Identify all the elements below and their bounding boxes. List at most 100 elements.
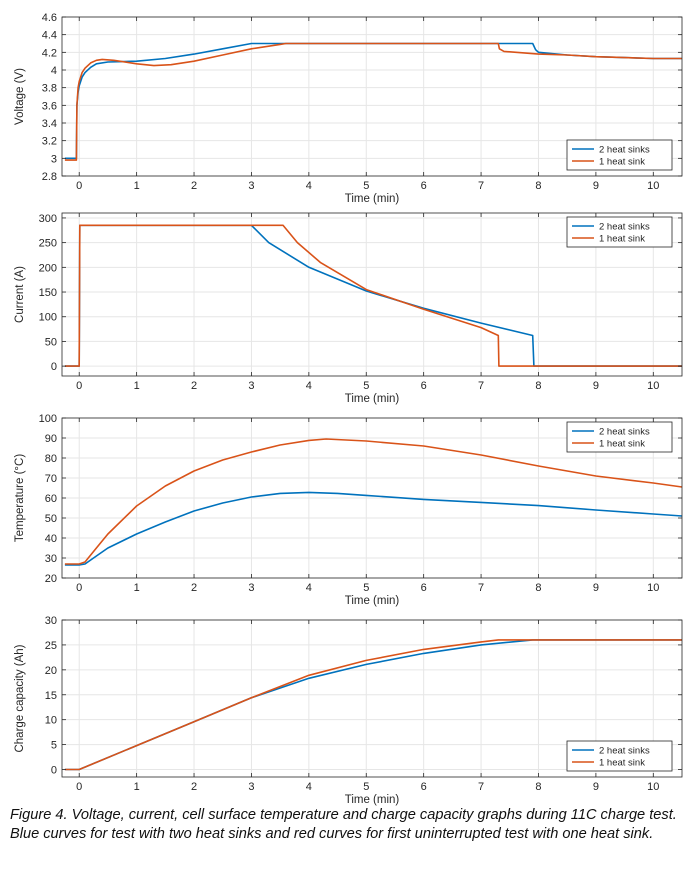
x-axis-label: Time (min)	[345, 393, 400, 405]
x-tick-label: 2	[191, 781, 197, 793]
y-tick-label: 30	[45, 615, 57, 627]
axes-box	[61, 16, 683, 177]
x-tick-label: 7	[478, 380, 484, 392]
legend-box	[566, 216, 673, 248]
x-tick-label: 9	[593, 781, 599, 793]
x-tick-label: 3	[248, 781, 254, 793]
y-tick-label: 0	[51, 765, 57, 777]
x-tick-label: 2	[191, 380, 197, 392]
y-tick-label: 4.6	[42, 12, 57, 24]
x-tick-label: 0	[76, 781, 82, 793]
x-tick-label: 3	[248, 380, 254, 392]
x-tick-label: 10	[647, 582, 659, 594]
x-tick-label: 9	[593, 380, 599, 392]
y-tick-label: 70	[45, 473, 57, 485]
x-tick-label: 2	[191, 180, 197, 192]
y-axis-label: Charge capacity (Ah)	[14, 644, 26, 752]
axes-box	[61, 212, 683, 377]
x-tick-label: 5	[363, 380, 369, 392]
y-tick-label: 90	[45, 433, 57, 445]
series-line-2	[64, 224, 682, 367]
x-tick-label: 7	[478, 582, 484, 594]
x-tick-label: 1	[134, 781, 140, 793]
x-tick-label: 9	[593, 180, 599, 192]
x-tick-label: 10	[647, 781, 659, 793]
x-tick-label: 3	[248, 180, 254, 192]
series-line-2	[64, 438, 683, 565]
x-axis-label: Time (min)	[345, 193, 400, 205]
y-tick-label: 200	[39, 262, 57, 274]
y-tick-label: 3.8	[42, 83, 57, 95]
y-tick-label: 300	[39, 213, 57, 225]
x-tick-label: 4	[306, 582, 312, 594]
y-tick-label: 3.6	[42, 100, 57, 112]
y-tick-label: 20	[45, 573, 57, 585]
legend-label-2: 1 heat sink	[599, 439, 645, 450]
y-tick-label: 100	[39, 312, 57, 324]
y-tick-label: 80	[45, 453, 57, 465]
x-tick-label: 8	[535, 781, 541, 793]
x-tick-label: 8	[535, 582, 541, 594]
y-tick-label: 4	[51, 65, 57, 77]
y-tick-label: 60	[45, 493, 57, 505]
x-tick-label: 7	[478, 781, 484, 793]
x-tick-label: 9	[593, 582, 599, 594]
y-tick-label: 20	[45, 665, 57, 677]
series-line-2	[64, 639, 682, 771]
legend-label-1: 2 heat sinks	[599, 222, 650, 233]
legend-box	[566, 421, 673, 453]
series-line-1	[64, 42, 682, 160]
y-axis-label: Temperature (°C)	[14, 454, 26, 542]
x-tick-label: 8	[535, 380, 541, 392]
y-tick-label: 15	[45, 690, 57, 702]
y-tick-label: 3	[51, 153, 57, 165]
x-tick-label: 6	[421, 180, 427, 192]
y-tick-label: 2.8	[42, 171, 57, 183]
y-axis-label: Current (A)	[14, 266, 26, 323]
y-tick-label: 250	[39, 238, 57, 250]
y-tick-label: 5	[51, 740, 57, 752]
y-tick-label: 150	[39, 287, 57, 299]
y-tick-label: 40	[45, 533, 57, 545]
x-tick-label: 0	[76, 582, 82, 594]
x-tick-label: 7	[478, 180, 484, 192]
x-tick-label: 4	[306, 781, 312, 793]
y-tick-label: 25	[45, 640, 57, 652]
legend-label-1: 2 heat sinks	[599, 746, 650, 757]
x-tick-label: 6	[421, 781, 427, 793]
y-tick-label: 0	[51, 361, 57, 373]
y-tick-label: 50	[45, 336, 57, 348]
x-tick-label: 2	[191, 582, 197, 594]
x-tick-label: 3	[248, 582, 254, 594]
x-tick-label: 4	[306, 380, 312, 392]
y-tick-label: 4.4	[42, 30, 57, 42]
x-tick-label: 6	[421, 582, 427, 594]
x-tick-label: 0	[76, 180, 82, 192]
chart-panel-3: 0 1 2 3 4 5 6 7 8 9 10 20 30 40 50 60 70 80 90 100 Time (min…	[14, 413, 683, 607]
series-line-2	[64, 42, 682, 161]
legend-label-2: 1 heat sink	[599, 758, 645, 769]
legend-box	[566, 139, 673, 171]
x-axis-label: Time (min)	[345, 794, 400, 806]
x-tick-label: 1	[134, 380, 140, 392]
x-tick-label: 8	[535, 180, 541, 192]
x-tick-label: 1	[134, 582, 140, 594]
chart-panel-1: 0 1 2 3 4 5 6 7 8 9 10 2.8 3 3.2 3.4 3.6 3.8 4 4.2 4.4 4.6 Ti…	[14, 12, 683, 205]
axes-box	[61, 619, 683, 778]
y-axis-label: Voltage (V)	[14, 68, 26, 125]
legend-label-2: 1 heat sink	[599, 157, 645, 168]
x-tick-label: 5	[363, 781, 369, 793]
y-tick-label: 30	[45, 553, 57, 565]
chart-panel-4: 0 1 2 3 4 5 6 7 8 9 10 0 5 10 15 20 25 30 Time (min) Charge…	[14, 615, 683, 806]
x-tick-label: 5	[363, 180, 369, 192]
x-tick-label: 0	[76, 380, 82, 392]
figure-caption: Figure 4. Voltage, current, cell surface…	[10, 807, 677, 842]
x-axis-label: Time (min)	[345, 595, 400, 607]
x-tick-label: 4	[306, 180, 312, 192]
